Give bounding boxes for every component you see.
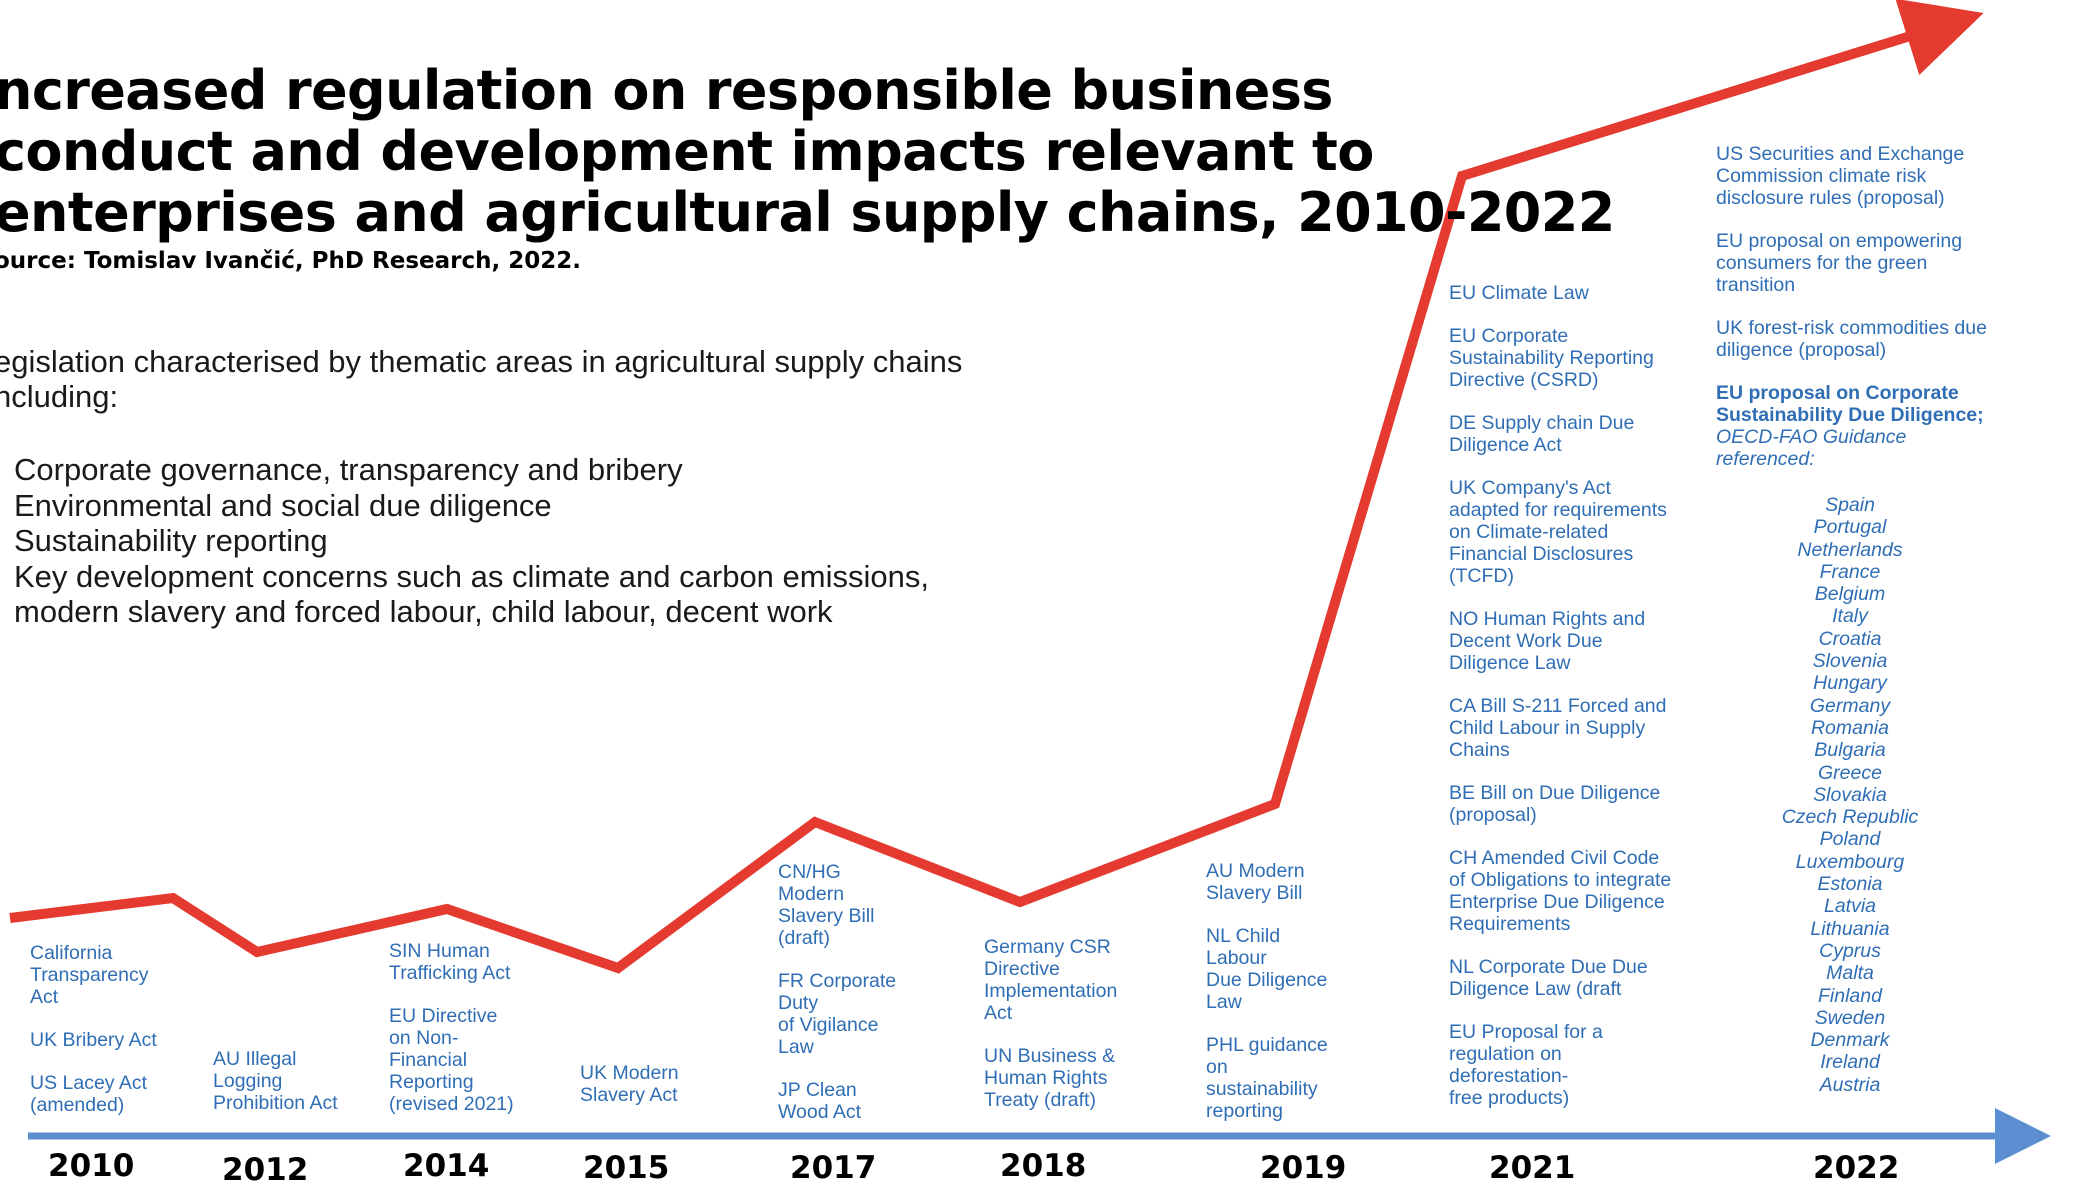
country-item: Portugal [1813,516,1887,539]
list-item: Key development concerns such as climate… [14,558,929,594]
country-item: Slovakia [1813,783,1887,806]
country-item: Luxembourg [1795,850,1905,873]
events-2021: EU Climate Law EU Corporate Sustainabili… [1449,282,1671,1130]
title-line: enterprises and agricultural supply chai… [0,181,1615,244]
list-item: Corporate governance, transparency and b… [14,452,683,487]
year-label: 2021 [1489,1150,1576,1186]
event-item: AU Illegal Logging Prohibition Act [213,1048,338,1114]
country-item: Belgium [1814,583,1886,606]
event-item: NL Corporate Due Due Diligence Law (draf… [1449,956,1648,1000]
country-item: Hungary [1813,672,1887,695]
event-item: DE Supply chain Due Diligence Act [1449,412,1635,456]
country-item: Czech Republic [1781,806,1919,829]
events-2022: US Securities and Exchange Commission cl… [1716,143,1987,491]
country-item: Lithuania [1810,917,1890,940]
event-item-note: OECD-FAO Guidance referenced: [1716,426,1907,470]
list-item: modern slavery and forced labour, child … [14,594,833,629]
trend-line [9,0,1984,974]
country-list: Spain Portugal Netherlands France Belgium Ita… [1760,494,1940,1096]
country-item: Greece [1818,761,1882,784]
event-item: US Securities and Exchange Commission cl… [1716,143,1965,209]
country-item: Romania [1810,716,1890,739]
event-item: SIN Human Trafficking Act [389,940,511,984]
events-2015: UK Modern Slavery Act [580,1062,679,1127]
event-item: CA Bill S-211 Forced and Child Labour in… [1449,695,1667,761]
country-item: Spain [1825,494,1875,516]
event-item-highlight: EU proposal on Corporate Sustainability … [1716,382,1984,426]
country-item: Denmark [1810,1029,1890,1052]
year-label: 2012 [222,1152,309,1188]
event-item: UK forest-risk commodities due diligence… [1716,317,1987,361]
title-line: ncreased regulation on responsible busin… [0,59,1333,122]
event-item: CH Amended Civil Code of Obligations to … [1449,847,1672,935]
event-item: California Transparency Act [30,942,149,1008]
events-2010: California Transparency Act UK Bribery A… [30,942,157,1137]
country-item: Poland [1819,828,1881,851]
country-item: Sweden [1814,1006,1886,1029]
year-label: 2019 [1260,1150,1347,1186]
country-item: Estonia [1817,873,1883,896]
event-item: BE Bill on Due Diligence (proposal) [1449,782,1661,826]
year-label: 2022 [1813,1150,1900,1186]
event-item: EU Directive on Non- Financial Reporting… [389,1005,514,1115]
event-item: UK Bribery Act [30,1029,157,1051]
events-2012: AU Illegal Logging Prohibition Act [213,1048,338,1135]
list-item: Environmental and social due diligence [14,487,552,523]
source-note: ource: Tomislav Ivančić, PhD Research, 2… [0,248,581,274]
events-2014: SIN Human Trafficking Act EU Directive o… [389,940,514,1136]
country-item: Latvia [1823,895,1877,918]
event-item: CN/HG Modern Slavery Bill (draft) [778,861,875,949]
intro-text: egislation characterised by thematic are… [0,344,962,414]
event-item: PHL guidance on sustainability reporting [1206,1034,1328,1122]
title-line: conduct and development impacts relevant… [0,120,1374,183]
country-item: Germany [1809,694,1891,717]
country-item: France [1819,560,1881,583]
event-item: AU Modern Slavery Bill [1206,860,1305,904]
event-item: US Lacey Act (amended) [30,1072,148,1116]
country-item: Ireland [1820,1051,1880,1074]
country-item: Croatia [1818,627,1882,650]
year-label: 2015 [583,1150,670,1186]
country-item: Malta [1826,962,1874,985]
thematic-areas-list: Corporate governance, transparency and b… [14,452,929,630]
event-item: UN Business & Human Rights Treaty (draft… [984,1045,1116,1111]
country-item: Cyprus [1819,939,1881,962]
event-item: EU proposal on empowering consumers for … [1716,230,1963,296]
event-item: JP Clean Wood Act [778,1079,862,1123]
page-title: ncreased regulation on responsible busin… [0,59,1615,244]
event-item: NO Human Rights and Decent Work Due Dili… [1449,608,1646,674]
event-item: EU Corporate Sustainability Reporting Di… [1449,325,1654,391]
year-label: 2017 [790,1150,877,1186]
year-label: 2010 [48,1148,135,1184]
country-item: Bulgaria [1814,739,1886,762]
country-item: Italy [1832,605,1868,628]
country-item: Austria [1819,1073,1881,1096]
event-item: EU Climate Law [1449,282,1589,304]
year-label: 2018 [1000,1148,1087,1184]
intro-line: egislation characterised by thematic are… [0,344,963,379]
event-item: Germany CSR Directive Implementation Act [984,936,1118,1024]
event-item: EU Proposal for a regulation on deforest… [1449,1021,1603,1109]
events-2017: CN/HG Modern Slavery Bill (draft) FR Cor… [778,861,896,1144]
year-label: 2014 [403,1148,490,1184]
country-item: Netherlands [1797,538,1903,561]
list-item: Sustainability reporting [14,523,328,558]
country-item: Slovenia [1812,650,1888,673]
events-2018: Germany CSR Directive Implementation Act… [984,936,1117,1132]
event-item: FR Corporate Duty of Vigilance Law [778,970,897,1058]
event-item: NL Child Labour Due Diligence Law [1206,925,1328,1013]
event-item: UK Modern Slavery Act [580,1062,679,1106]
events-2019: AU Modern Slavery Bill NL Child Labour D… [1206,860,1328,1143]
event-item: UK Company's Act adapted for requirement… [1449,477,1667,587]
country-item: Finland [1818,984,1882,1007]
intro-line: ncluding: [0,379,119,414]
